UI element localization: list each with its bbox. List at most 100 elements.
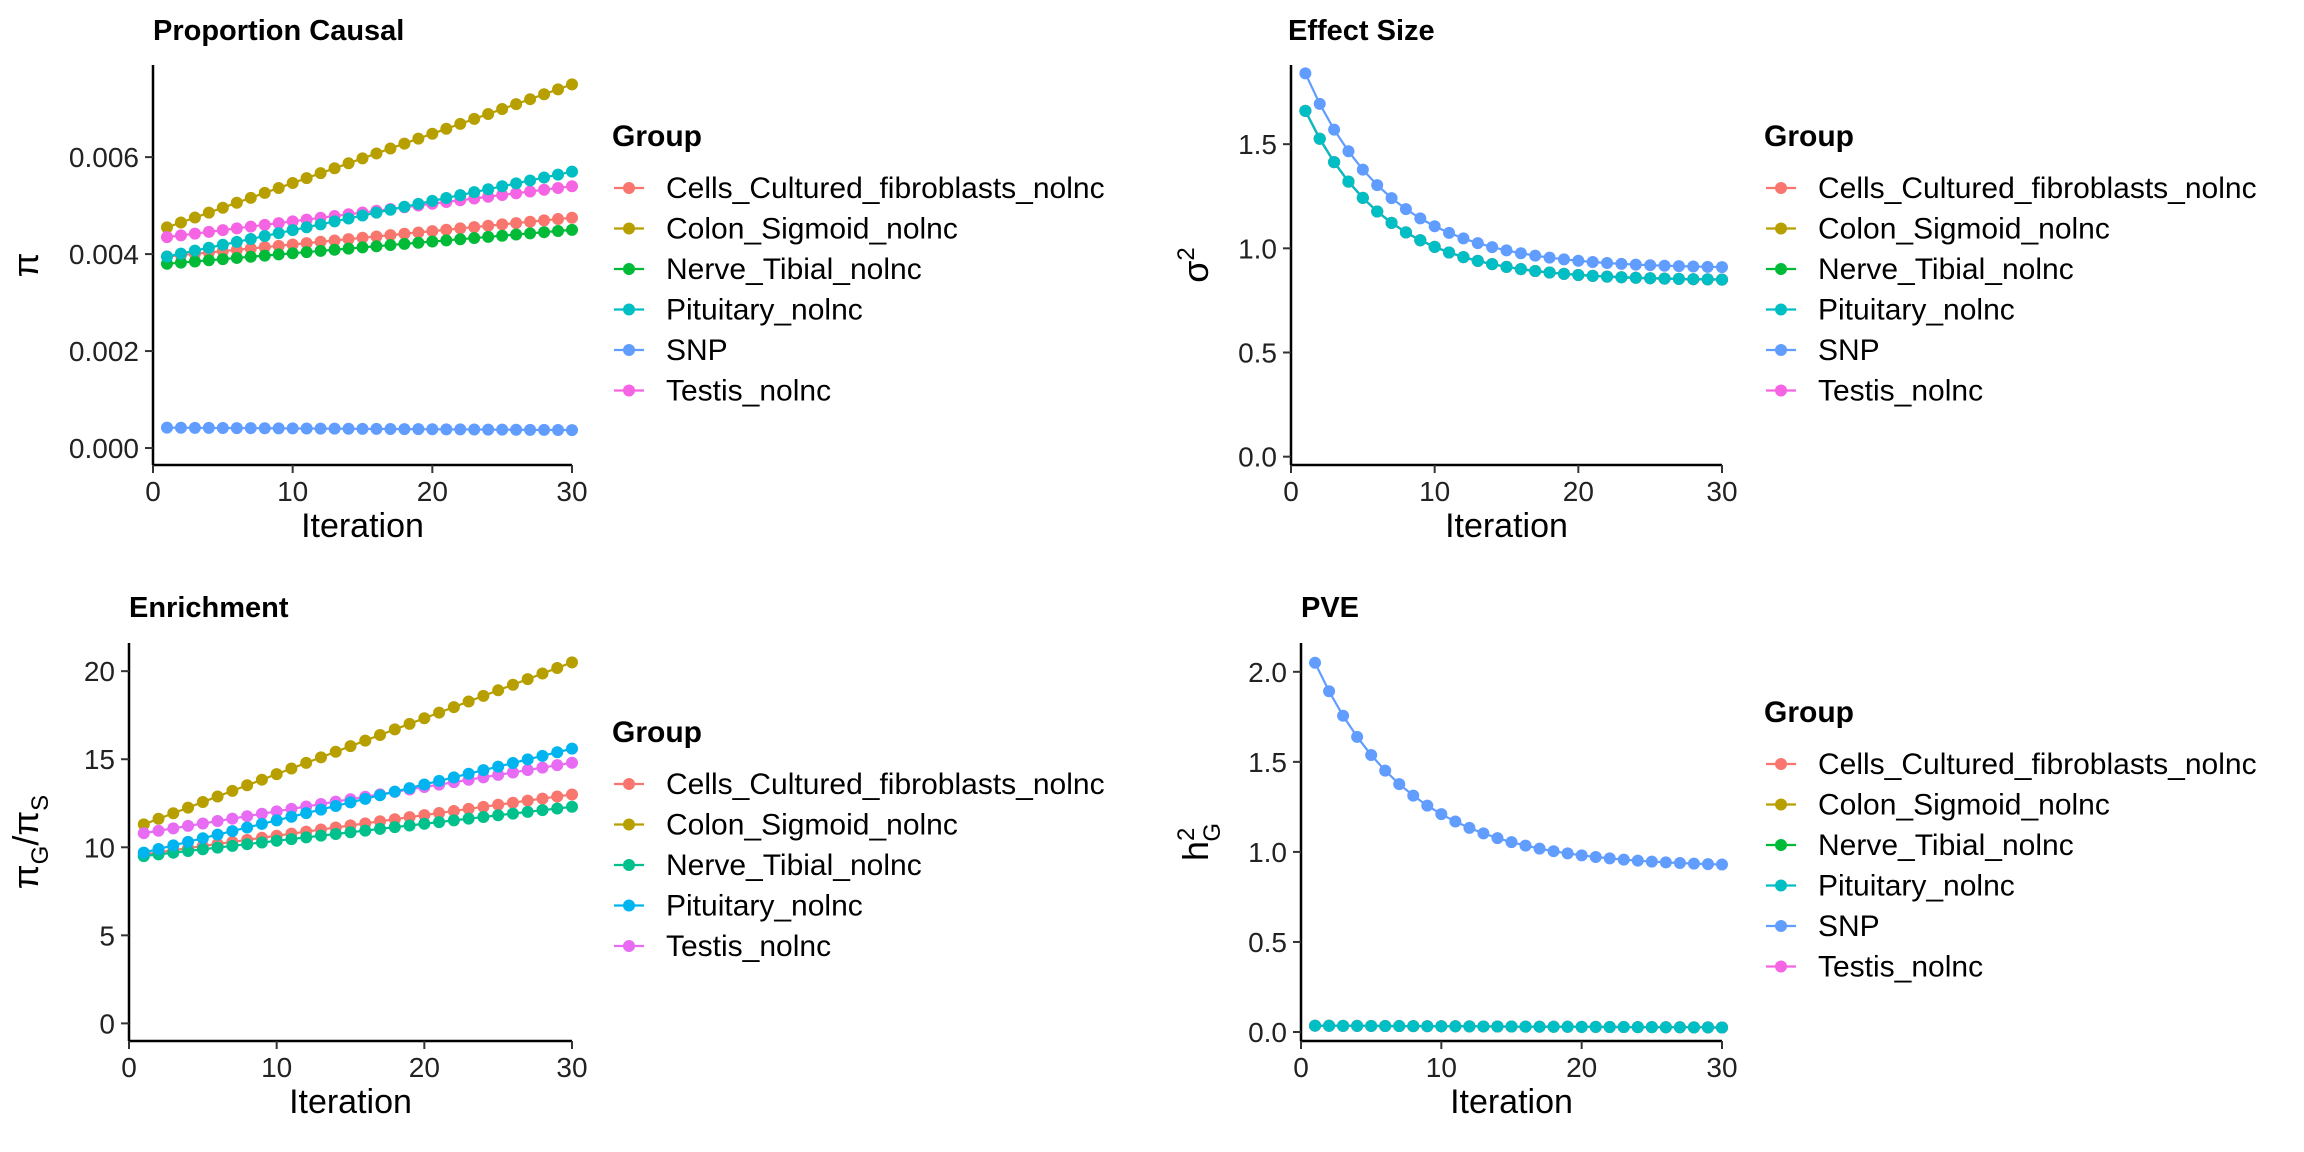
data-point — [1658, 259, 1671, 272]
legend-item-testis-nolnc: Testis_nolnc — [614, 375, 831, 408]
data-point — [314, 829, 327, 842]
legend-key-point — [623, 182, 635, 194]
data-point — [398, 137, 411, 150]
data-point — [496, 103, 509, 116]
legend-label: Colon_Sigmoid_nolnc — [666, 213, 958, 246]
data-point — [426, 225, 439, 238]
data-point — [551, 802, 564, 815]
data-point — [226, 784, 239, 797]
data-point — [202, 254, 215, 267]
data-point — [1486, 258, 1499, 271]
data-point — [538, 171, 551, 184]
data-point — [496, 423, 509, 436]
legend: Group Cells_Cultured_fibroblasts_nolnc Col… — [612, 120, 1105, 408]
data-point — [1371, 179, 1384, 192]
data-point — [468, 186, 481, 199]
data-point — [314, 422, 327, 435]
legend-key-point — [1775, 798, 1787, 811]
x-axis-title: Iteration — [1450, 1083, 1573, 1121]
data-point — [536, 804, 549, 817]
data-point — [1407, 1020, 1420, 1033]
data-point — [384, 203, 397, 216]
data-point — [510, 228, 523, 241]
y-tick-label: 0 — [99, 1008, 115, 1039]
data-point — [1572, 254, 1585, 267]
x-axis-title: Iteration — [301, 507, 424, 545]
panel-pve: PVE 0 10 20 30 0.0 0.5 1.0 1.5 2.0 Iteration h2G Gro… — [1173, 592, 2257, 1121]
data-point — [384, 142, 397, 155]
data-point — [160, 250, 173, 263]
data-point — [1299, 67, 1312, 80]
data-point — [174, 229, 187, 242]
data-point — [286, 238, 299, 251]
data-point — [566, 656, 578, 669]
series-pituitary-nolnc — [1309, 1019, 1728, 1034]
data-point — [552, 424, 565, 437]
data-point — [1356, 191, 1369, 204]
data-point — [412, 197, 425, 210]
data-point — [566, 788, 578, 801]
y-tick-label: 1.0 — [1238, 233, 1277, 264]
legend-label: Pituitary_nolnc — [1818, 870, 2015, 903]
panel-title: Proportion Causal — [153, 15, 404, 47]
data-point — [342, 422, 355, 435]
data-point — [1586, 269, 1599, 282]
data-point — [1449, 1020, 1462, 1033]
data-point — [314, 244, 327, 257]
legend-title: Group — [1764, 120, 1854, 153]
data-point — [286, 177, 299, 190]
data-point — [314, 751, 327, 764]
legend-label: Pituitary_nolnc — [1818, 294, 2015, 327]
data-point — [1701, 273, 1714, 286]
panel-effect-size: Effect Size 0 10 20 30 0.0 0.5 1.0 1.5 Iteration σ… — [1173, 15, 2257, 545]
data-point — [1716, 261, 1728, 274]
y-tick-label: 10 — [84, 832, 115, 863]
legend-item-nerve-tibial-nolnc: Nerve_Tibial_nolnc — [614, 253, 922, 286]
legend-key-point — [623, 940, 635, 952]
data-point — [433, 807, 446, 820]
legend-item-cells-cultured-fibroblasts-nolnc: Cells_Cultured_fibroblasts_nolnc — [614, 768, 1105, 801]
data-point — [359, 734, 372, 747]
legend-key-point — [623, 818, 635, 831]
data-point — [1543, 266, 1556, 279]
data-point — [1428, 220, 1441, 233]
data-point — [492, 798, 505, 811]
data-point — [329, 827, 342, 840]
legend: Group Cells_Cultured_fibroblasts_nolnc Col… — [1764, 120, 2257, 408]
data-point — [403, 782, 416, 795]
data-point — [188, 255, 201, 268]
data-point — [1457, 232, 1470, 245]
data-point — [370, 240, 383, 253]
data-point — [255, 817, 268, 830]
data-point — [1603, 852, 1616, 865]
data-point — [1342, 145, 1355, 158]
data-point — [1393, 1020, 1406, 1033]
legend-label: Colon_Sigmoid_nolnc — [1818, 213, 2110, 246]
data-point — [454, 233, 467, 246]
data-point — [137, 846, 150, 859]
data-point — [566, 180, 578, 193]
x-tick-label: 10 — [1426, 1052, 1457, 1083]
data-point — [1399, 203, 1412, 216]
data-point — [167, 822, 180, 835]
legend-label: SNP — [1818, 334, 1880, 367]
data-point — [551, 790, 564, 803]
data-point — [1701, 260, 1714, 273]
data-point — [1603, 1021, 1616, 1033]
x-axis-title: Iteration — [289, 1083, 412, 1121]
data-point — [1589, 1020, 1602, 1033]
data-point — [174, 421, 187, 434]
data-point — [244, 232, 257, 245]
data-point — [1629, 271, 1642, 284]
data-point — [1449, 815, 1462, 828]
legend-label: Testis_nolnc — [1818, 951, 1983, 984]
data-point — [342, 212, 355, 225]
data-point — [1645, 1021, 1658, 1034]
data-point — [1687, 273, 1700, 286]
data-point — [1443, 246, 1456, 259]
data-point — [328, 422, 341, 435]
data-point — [258, 422, 271, 435]
data-point — [1645, 855, 1658, 868]
data-point — [174, 256, 187, 269]
